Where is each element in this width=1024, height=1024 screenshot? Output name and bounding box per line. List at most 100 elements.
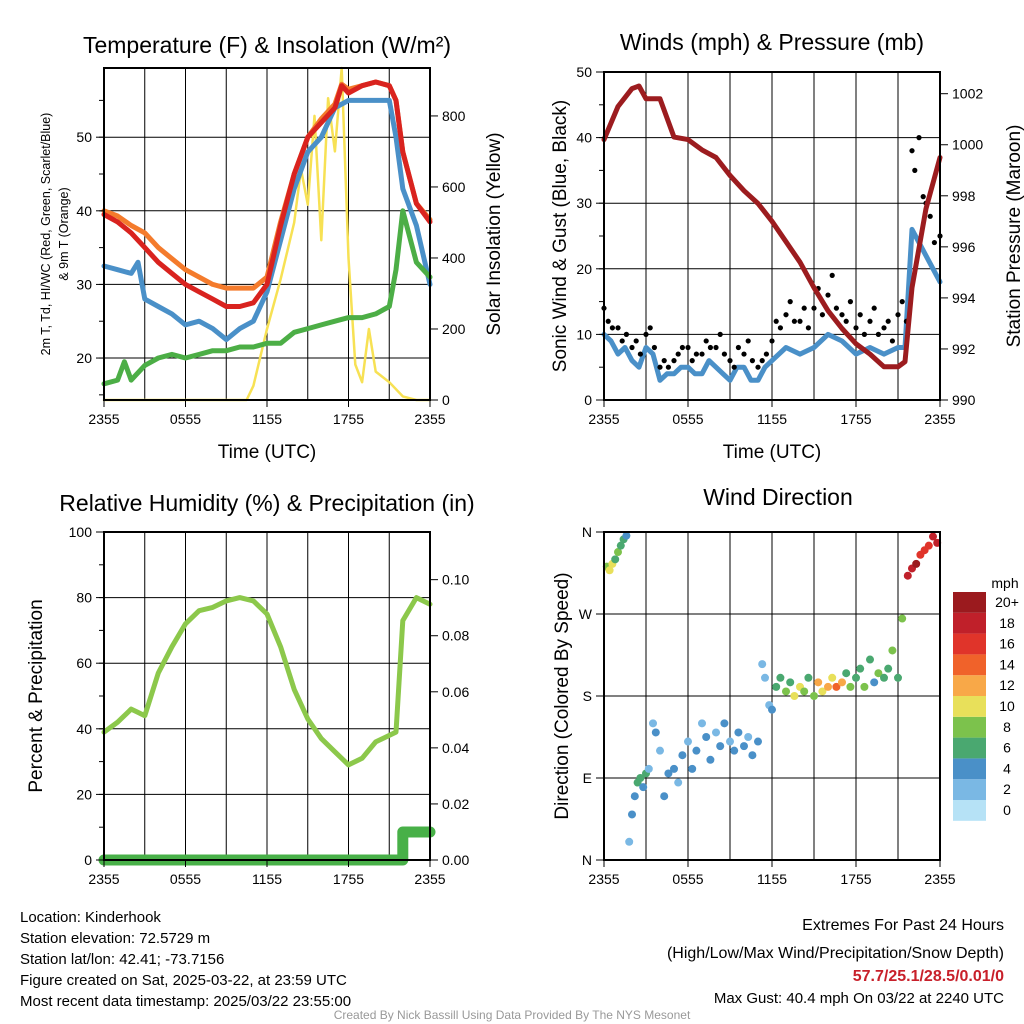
colorbar-swatch <box>953 758 986 780</box>
y-tick-label: 80 <box>76 590 92 606</box>
colorbar-label: 16 <box>999 636 1015 652</box>
wind-direction-point <box>758 660 767 669</box>
wind-direction-point <box>656 746 664 755</box>
colorbar-swatch <box>953 612 986 634</box>
y2-tick-label: 200 <box>442 321 466 337</box>
gust-point <box>853 325 859 331</box>
wind-direction-point <box>649 719 657 728</box>
gust-point <box>689 358 695 364</box>
wind-direction-point <box>734 728 743 737</box>
colorbar-swatch <box>953 654 986 676</box>
wind-direction-point <box>726 737 734 746</box>
x-tick-label: 0555 <box>170 411 201 427</box>
y-tick-label: N <box>582 524 592 540</box>
latlon-text: Station lat/lon: 42.41; -73.7156 <box>20 951 224 968</box>
gust-point <box>675 351 681 357</box>
gust-point <box>741 351 747 357</box>
y-tick-label: 0 <box>84 852 92 868</box>
wind-direction-point <box>692 746 701 755</box>
wind-direction-point <box>856 664 865 673</box>
y-tick-label: 20 <box>76 350 92 366</box>
x-tick-label: 1755 <box>333 871 364 887</box>
created-text: Figure created on Sat, 2025-03-22, at 23… <box>20 972 347 989</box>
wind-direction-point <box>630 792 639 801</box>
x-tick-label: 2355 <box>88 871 119 887</box>
wind-direction-point <box>664 769 673 778</box>
y-tick-label: 40 <box>576 130 592 146</box>
gust-point <box>889 338 896 344</box>
gust-point <box>763 351 770 357</box>
gust-point <box>899 299 905 305</box>
gust-point <box>927 213 933 219</box>
x-tick-label: 1755 <box>840 871 871 887</box>
x-tick-label: 1755 <box>840 411 871 427</box>
x-tick-label: 2355 <box>414 411 445 427</box>
y2-tick-label: 992 <box>952 341 976 357</box>
wind-direction-point <box>786 678 795 687</box>
gust-point <box>857 312 863 318</box>
wind-direction-point <box>924 541 933 550</box>
y2-tick-label: 0.06 <box>442 684 469 700</box>
y-tick-label: 40 <box>76 203 92 219</box>
gust-point <box>909 148 915 154</box>
y2-tick-label: 1002 <box>952 86 983 102</box>
gust-point <box>647 325 653 331</box>
relative-humidity-line <box>101 595 433 768</box>
gust-point <box>843 318 849 324</box>
gust-point <box>637 351 644 357</box>
gust-point <box>931 239 938 246</box>
wind-direction-point <box>772 682 781 691</box>
gust-point <box>665 364 672 370</box>
sonic-wind-line <box>601 226 943 383</box>
gust-point <box>797 318 803 324</box>
y2-tick-label: 998 <box>952 188 976 204</box>
wind-direction-point <box>903 571 912 580</box>
gust-point <box>895 312 901 318</box>
gust-point <box>916 135 922 141</box>
y2-tick-label: 600 <box>442 179 466 195</box>
wind-direction-point <box>616 541 625 550</box>
y-tick-label: 30 <box>576 195 592 211</box>
y-tick-label: 50 <box>576 64 592 80</box>
gust-point <box>643 331 649 337</box>
wind-direction-point <box>639 783 648 792</box>
gust-point <box>755 364 761 370</box>
wind-direction-point <box>622 531 631 540</box>
gust-point <box>805 325 812 331</box>
gust-point <box>745 338 751 344</box>
x-tick-label: 0555 <box>672 871 703 887</box>
wind-direction-point <box>874 669 883 678</box>
x-tick-label: 2355 <box>588 871 619 887</box>
y-tick-label: S <box>583 688 592 704</box>
wind-direction-point <box>810 692 818 700</box>
gust-point <box>707 344 714 351</box>
wind-direction-point <box>660 792 669 801</box>
wind-direction-point <box>790 692 799 700</box>
gust-point <box>727 358 733 364</box>
gust-point <box>657 364 663 370</box>
y-axis-label: Direction (Colored By Speed) <box>552 572 573 819</box>
colorbar-label: 8 <box>1003 719 1011 735</box>
wind-direction-point <box>698 719 706 728</box>
gust-point <box>703 338 709 344</box>
y-tick-label: N <box>582 852 592 868</box>
wind-direction-point <box>894 673 902 682</box>
gust-point <box>839 312 845 318</box>
y-tick-label: 50 <box>76 129 92 145</box>
y2-tick-label: 800 <box>442 108 466 124</box>
wind-direction-point <box>768 705 776 714</box>
y2-tick-label: 1000 <box>952 137 983 153</box>
gust-point <box>871 305 877 311</box>
y-tick-label: 20 <box>76 786 92 802</box>
y2-tick-label: 996 <box>952 239 976 255</box>
gust-point <box>885 318 891 324</box>
y-tick-label: 100 <box>69 524 93 540</box>
recent-data-text: Most recent data timestamp: 2025/03/22 2… <box>20 993 351 1010</box>
y-tick-label: 0 <box>584 392 592 408</box>
y2-tick-label: 0 <box>442 392 450 408</box>
wind-direction-point <box>625 837 634 846</box>
x-tick-label: 2355 <box>414 871 445 887</box>
gust-point <box>769 338 775 344</box>
gust-point <box>749 358 756 364</box>
